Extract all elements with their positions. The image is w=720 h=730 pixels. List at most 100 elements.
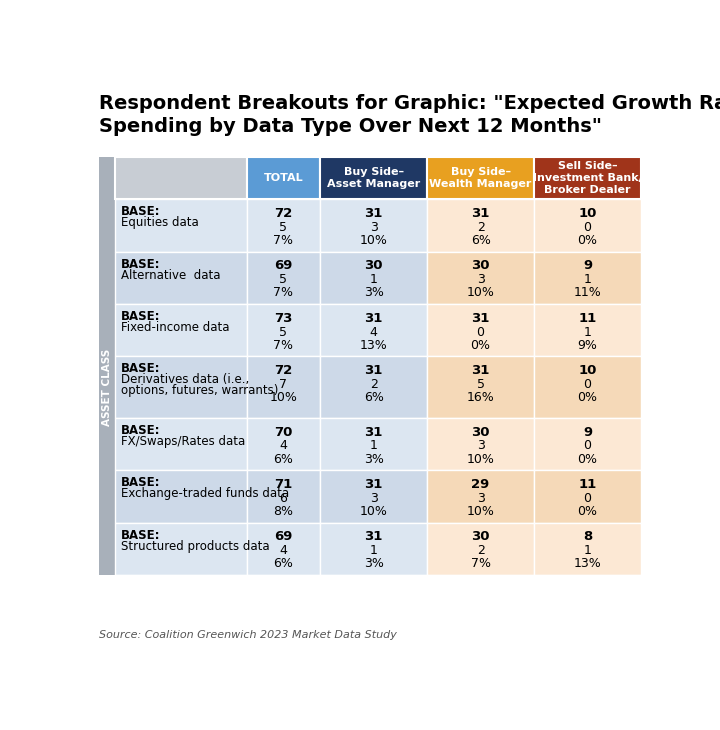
Text: 31: 31 bbox=[364, 426, 383, 439]
Text: 5: 5 bbox=[279, 273, 287, 286]
Bar bbox=[114, 470, 246, 523]
Text: 11: 11 bbox=[578, 478, 597, 491]
Text: 1: 1 bbox=[369, 273, 377, 286]
Bar bbox=[246, 252, 320, 304]
Text: 0%: 0% bbox=[577, 505, 598, 518]
Text: 9%: 9% bbox=[577, 339, 598, 352]
Text: 31: 31 bbox=[364, 364, 383, 377]
Bar bbox=[427, 304, 534, 356]
Text: 5: 5 bbox=[279, 220, 287, 234]
Text: 3%: 3% bbox=[364, 453, 384, 466]
Bar bbox=[246, 199, 320, 252]
Text: Respondent Breakouts for Graphic: "Expected Growth Range in
Spending by Data Typ: Respondent Breakouts for Graphic: "Expec… bbox=[99, 93, 720, 136]
Text: 3: 3 bbox=[477, 492, 485, 505]
Bar bbox=[534, 304, 641, 356]
Text: TOTAL: TOTAL bbox=[264, 173, 303, 183]
Text: 6%: 6% bbox=[274, 453, 293, 466]
Bar bbox=[320, 418, 427, 470]
Bar bbox=[534, 157, 641, 199]
Text: 1: 1 bbox=[584, 273, 592, 286]
Text: 31: 31 bbox=[472, 364, 490, 377]
Bar bbox=[427, 523, 534, 575]
Text: 1: 1 bbox=[369, 439, 377, 453]
Text: Equities data: Equities data bbox=[121, 216, 199, 229]
Text: Alternative  data: Alternative data bbox=[121, 269, 220, 282]
Text: 7%: 7% bbox=[274, 286, 293, 299]
Text: Source: Coalition Greenwich 2023 Market Data Study: Source: Coalition Greenwich 2023 Market … bbox=[99, 631, 397, 640]
Bar bbox=[114, 199, 246, 252]
Text: 73: 73 bbox=[274, 312, 292, 325]
Text: 10%: 10% bbox=[467, 286, 495, 299]
Text: 7%: 7% bbox=[471, 557, 490, 570]
Text: 29: 29 bbox=[472, 478, 490, 491]
Bar bbox=[534, 523, 641, 575]
Text: BASE:: BASE: bbox=[121, 477, 161, 489]
Bar bbox=[427, 157, 534, 199]
Text: ASSET CLASS: ASSET CLASS bbox=[102, 348, 112, 426]
Text: 31: 31 bbox=[472, 207, 490, 220]
Text: 31: 31 bbox=[364, 531, 383, 543]
Text: 10%: 10% bbox=[467, 453, 495, 466]
Text: 0%: 0% bbox=[577, 391, 598, 404]
Text: 13%: 13% bbox=[360, 339, 387, 352]
Text: 2: 2 bbox=[369, 378, 377, 391]
Bar bbox=[114, 418, 246, 470]
Text: Derivatives data (i.e.,: Derivatives data (i.e., bbox=[121, 373, 249, 386]
Text: Fixed-income data: Fixed-income data bbox=[121, 321, 230, 334]
Text: 0%: 0% bbox=[471, 339, 490, 352]
Text: 0: 0 bbox=[477, 326, 485, 339]
Bar bbox=[246, 470, 320, 523]
Text: 0: 0 bbox=[583, 220, 592, 234]
Bar bbox=[320, 523, 427, 575]
Bar bbox=[246, 418, 320, 470]
Text: 4: 4 bbox=[279, 439, 287, 453]
Text: 9: 9 bbox=[583, 426, 592, 439]
Text: 10: 10 bbox=[578, 207, 597, 220]
Text: 1: 1 bbox=[584, 326, 592, 339]
Text: 0: 0 bbox=[583, 439, 592, 453]
Text: 6%: 6% bbox=[274, 557, 293, 570]
Text: 6: 6 bbox=[279, 492, 287, 505]
Bar bbox=[114, 304, 246, 356]
Text: 72: 72 bbox=[274, 364, 292, 377]
Text: 11: 11 bbox=[578, 312, 597, 325]
Text: 3: 3 bbox=[477, 439, 485, 453]
Text: FX/Swaps/Rates data: FX/Swaps/Rates data bbox=[121, 435, 246, 448]
Text: 30: 30 bbox=[472, 259, 490, 272]
Bar bbox=[246, 157, 320, 199]
Text: Exchange-traded funds data: Exchange-traded funds data bbox=[121, 487, 289, 500]
Bar bbox=[99, 157, 114, 575]
Bar bbox=[534, 199, 641, 252]
Text: 2: 2 bbox=[477, 220, 485, 234]
Bar bbox=[427, 470, 534, 523]
Bar bbox=[534, 252, 641, 304]
Text: 71: 71 bbox=[274, 478, 292, 491]
Bar bbox=[320, 199, 427, 252]
Text: 10%: 10% bbox=[467, 505, 495, 518]
Bar bbox=[427, 252, 534, 304]
Text: 8: 8 bbox=[583, 531, 592, 543]
Text: BASE:: BASE: bbox=[121, 363, 161, 375]
Text: Buy Side–
Asset Manager: Buy Side– Asset Manager bbox=[327, 167, 420, 189]
Text: 7%: 7% bbox=[274, 339, 293, 352]
Bar bbox=[114, 356, 246, 418]
Text: 0: 0 bbox=[583, 378, 592, 391]
Text: 10: 10 bbox=[578, 364, 597, 377]
Bar bbox=[427, 199, 534, 252]
Bar bbox=[114, 252, 246, 304]
Bar bbox=[320, 157, 427, 199]
Bar bbox=[320, 304, 427, 356]
Text: 69: 69 bbox=[274, 531, 292, 543]
Text: 31: 31 bbox=[364, 207, 383, 220]
Bar bbox=[320, 252, 427, 304]
Bar bbox=[114, 523, 246, 575]
Text: Sell Side–
Investment Bank/
Broker Dealer: Sell Side– Investment Bank/ Broker Deale… bbox=[533, 161, 642, 196]
Bar bbox=[427, 418, 534, 470]
Text: 10%: 10% bbox=[269, 391, 297, 404]
Text: BASE:: BASE: bbox=[121, 529, 161, 542]
Text: 7%: 7% bbox=[274, 234, 293, 247]
Bar bbox=[246, 523, 320, 575]
Text: 30: 30 bbox=[472, 531, 490, 543]
Text: 3: 3 bbox=[369, 492, 377, 505]
Text: 13%: 13% bbox=[574, 557, 601, 570]
